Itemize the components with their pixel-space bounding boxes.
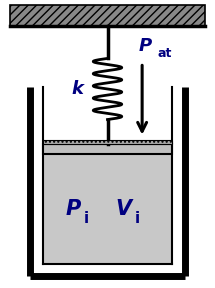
Bar bbox=[43, 154, 172, 264]
Bar bbox=[43, 144, 172, 154]
Text: i: i bbox=[84, 211, 89, 226]
Text: P: P bbox=[139, 37, 152, 55]
Bar bbox=[10, 5, 205, 26]
Text: V: V bbox=[116, 199, 132, 219]
Text: i: i bbox=[134, 211, 140, 226]
Text: k: k bbox=[71, 80, 83, 98]
Text: P: P bbox=[65, 199, 80, 219]
Bar bbox=[43, 139, 172, 144]
Text: at: at bbox=[157, 47, 172, 60]
